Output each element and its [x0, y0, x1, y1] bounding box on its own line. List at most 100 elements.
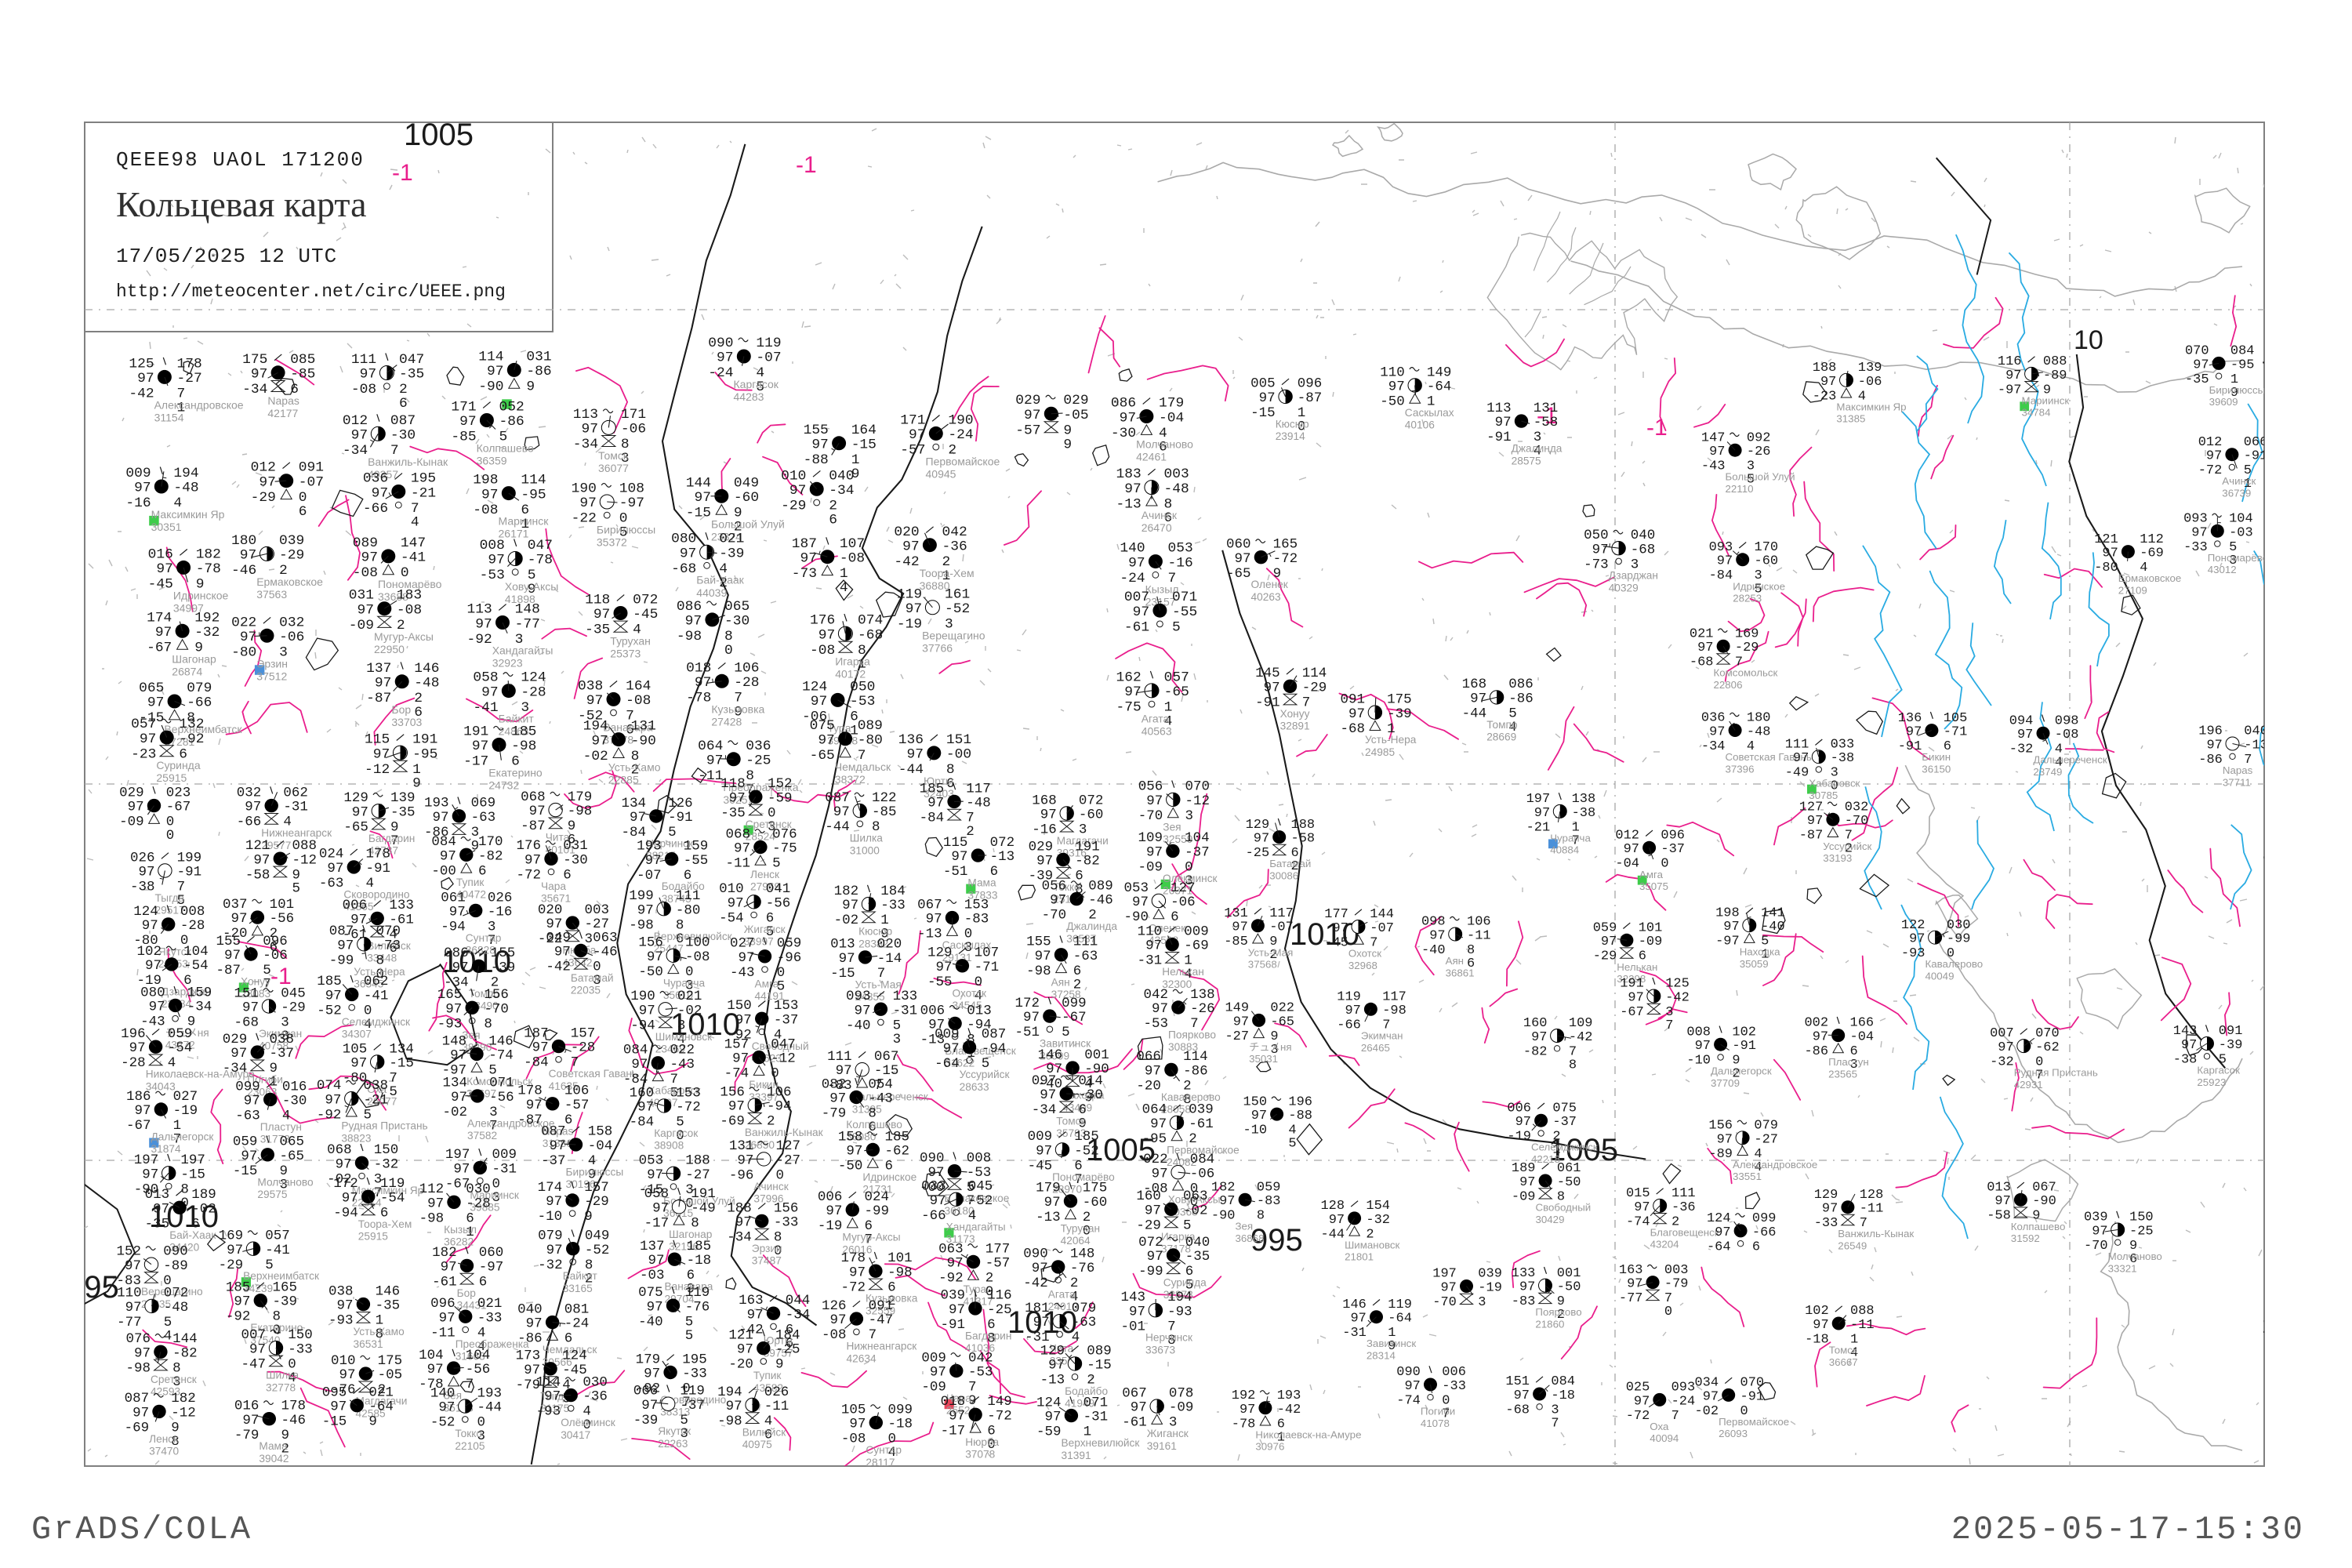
svg-text:108: 108: [619, 481, 644, 497]
svg-text:Колпашево: Колпашево: [477, 442, 534, 455]
svg-text:016: 016: [282, 1079, 307, 1094]
svg-text:GrADS/COLA: GrADS/COLA: [31, 1511, 252, 1548]
svg-text:97: 97: [854, 1003, 870, 1018]
svg-text:-68: -68: [234, 1015, 259, 1031]
svg-text:-37: -37: [774, 1012, 799, 1028]
svg-text:193: 193: [424, 796, 449, 811]
svg-text:-08: -08: [841, 1432, 866, 1447]
svg-text:97: 97: [1601, 935, 1617, 949]
svg-text:27428: 27428: [711, 715, 742, 728]
svg-text:013: 013: [1987, 1181, 2011, 1196]
svg-text:Якутск: Якутск: [658, 1425, 691, 1437]
svg-text:Усть-Камо: Усть-Камо: [354, 1326, 405, 1338]
svg-text:192: 192: [194, 610, 220, 626]
svg-text:36150: 36150: [1922, 763, 1951, 775]
svg-text:-02: -02: [834, 913, 859, 928]
svg-text:179: 179: [1036, 1181, 1061, 1196]
svg-text:-29: -29: [1136, 1218, 1161, 1233]
svg-text:191: 191: [691, 1186, 716, 1202]
svg-text:-39: -39: [719, 546, 744, 561]
svg-text:Каргасок: Каргасок: [2197, 1065, 2240, 1076]
svg-text:168: 168: [1032, 793, 1057, 808]
svg-text:28669: 28669: [1486, 731, 1516, 743]
svg-text:168: 168: [1462, 677, 1487, 692]
svg-text:164: 164: [626, 678, 651, 694]
svg-text:97: 97: [639, 1003, 655, 1018]
svg-text:020: 020: [894, 524, 919, 540]
svg-text:009: 009: [125, 466, 151, 481]
svg-text:Александровское: Александровское: [1733, 1159, 1817, 1171]
svg-text:191: 191: [463, 724, 488, 739]
svg-text:141: 141: [1761, 906, 1785, 920]
svg-text:97: 97: [240, 630, 256, 645]
svg-text:-08: -08: [353, 565, 378, 581]
svg-text:093: 093: [2183, 512, 2208, 527]
svg-text:075: 075: [810, 718, 835, 734]
svg-text:032: 032: [279, 615, 304, 630]
svg-text:-52: -52: [1074, 1143, 1099, 1159]
svg-text:97: 97: [259, 474, 275, 490]
svg-text:-50: -50: [1557, 1280, 1581, 1295]
svg-text:036: 036: [1701, 711, 1726, 726]
svg-text:-51: -51: [1014, 1025, 1040, 1040]
svg-text:099: 099: [1062, 996, 1087, 1011]
svg-text:38908: 38908: [654, 1140, 684, 1152]
svg-text:Охотск: Охотск: [1348, 948, 1381, 960]
svg-text:-92: -92: [317, 1107, 342, 1123]
svg-text:97: 97: [351, 428, 368, 444]
svg-text:97: 97: [337, 938, 354, 953]
svg-text:-35: -35: [585, 622, 610, 638]
svg-text:Бай-Хаак: Бай-Хаак: [696, 574, 744, 586]
svg-text:121: 121: [2094, 532, 2118, 547]
svg-text:101: 101: [887, 1250, 913, 1266]
svg-text:042: 042: [942, 524, 967, 540]
svg-text:001: 001: [1557, 1266, 1581, 1281]
svg-text:079: 079: [1072, 1301, 1097, 1316]
svg-text:116: 116: [987, 1288, 1012, 1304]
svg-text:-33: -33: [880, 898, 906, 913]
svg-text:97: 97: [546, 1194, 562, 1210]
svg-text:Шилка: Шилка: [266, 1370, 299, 1381]
svg-text:147: 147: [401, 535, 426, 551]
svg-text:041: 041: [766, 881, 791, 897]
svg-text:-65: -65: [1164, 684, 1189, 700]
svg-text:-60: -60: [734, 490, 759, 506]
svg-text:-84: -84: [920, 811, 945, 826]
svg-text:-85: -85: [290, 367, 315, 383]
svg-text:-68: -68: [1340, 721, 1365, 737]
svg-text:35372: 35372: [597, 536, 627, 549]
svg-text:031: 031: [349, 588, 374, 604]
svg-text:-68: -68: [671, 561, 696, 577]
svg-text:021: 021: [368, 1385, 394, 1401]
svg-text:-69: -69: [125, 1420, 150, 1436]
svg-text:075: 075: [1552, 1101, 1577, 1116]
svg-text:97: 97: [249, 1341, 266, 1357]
svg-text:97: 97: [1813, 1030, 1828, 1045]
svg-text:5: 5: [1288, 1137, 1296, 1152]
svg-text:31592: 31592: [2011, 1232, 2040, 1244]
svg-text:-28: -28: [734, 675, 759, 691]
svg-text:-25: -25: [2129, 1224, 2154, 1239]
svg-text:37711: 37711: [2223, 776, 2251, 788]
svg-text:053: 053: [1123, 880, 1149, 896]
svg-text:088: 088: [292, 838, 318, 854]
svg-text:175: 175: [1387, 692, 1412, 708]
svg-text:149: 149: [1225, 1001, 1249, 1016]
svg-text:Николаевск-на-Амуре: Николаевск-на-Амуре: [1255, 1428, 1361, 1440]
svg-text:97: 97: [637, 902, 654, 918]
svg-text:-62: -62: [2035, 1040, 2060, 1055]
svg-text:Тоора-Хем: Тоора-Хем: [920, 567, 975, 579]
svg-text:97: 97: [593, 607, 610, 622]
svg-text:25373: 25373: [610, 648, 641, 660]
svg-text:1005: 1005: [404, 118, 474, 152]
svg-text:031: 031: [563, 838, 588, 854]
svg-text:036: 036: [746, 739, 771, 754]
svg-text:-19: -19: [818, 1218, 843, 1234]
svg-text:97: 97: [645, 853, 662, 869]
svg-text:-11: -11: [725, 856, 750, 872]
svg-text:-16: -16: [488, 905, 513, 920]
svg-text:109: 109: [1569, 1016, 1593, 1031]
svg-text:97: 97: [134, 1345, 151, 1361]
svg-text:165: 165: [273, 1280, 298, 1296]
svg-text:-86: -86: [517, 1331, 543, 1347]
